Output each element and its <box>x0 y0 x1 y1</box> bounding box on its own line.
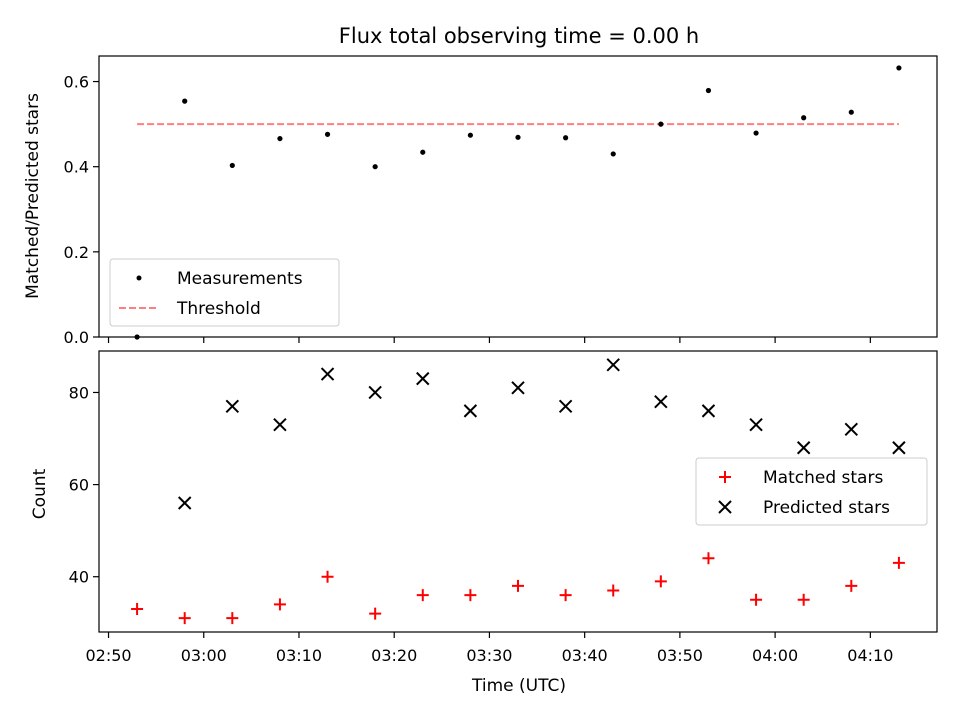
matched-star-point <box>273 598 286 611</box>
matched-star-point <box>607 584 620 597</box>
matched-star-point <box>512 579 524 592</box>
matched-star-point <box>845 579 858 592</box>
measurement-point <box>372 164 378 170</box>
matched-star-point <box>416 589 429 602</box>
predicted-star-point <box>749 417 763 432</box>
legend-measurements-marker <box>136 275 142 281</box>
bottom-x-tick-label: 02:50 <box>85 646 131 665</box>
bottom-x-tick-label: 03:20 <box>371 646 417 665</box>
bottom-legend-box <box>695 457 928 526</box>
top-plot-frame <box>98 55 938 338</box>
bottom-points-layer <box>131 358 906 625</box>
bottom-y-tick-label: 60 <box>69 476 89 495</box>
measurement-point <box>420 149 426 155</box>
top-y-axis-label: Matched/Predicted stars <box>23 93 43 299</box>
predicted-star-point <box>892 441 906 455</box>
measurement-point <box>515 134 521 140</box>
predicted-star-point <box>416 371 430 386</box>
predicted-star-point <box>654 394 668 409</box>
predicted-star-point <box>273 417 287 432</box>
bottom-x-tick-label: 03:30 <box>466 646 512 665</box>
top-x-ticks <box>107 337 871 343</box>
matched-star-point <box>750 593 763 606</box>
measurement-point <box>896 65 902 71</box>
legend-matched-label: Matched stars <box>763 468 883 488</box>
top-y-tick-label: 0.0 <box>64 328 89 347</box>
bottom-x-tick-label: 03:40 <box>562 646 608 665</box>
measurement-point <box>277 135 283 142</box>
bottom-x-tick-label: 03:50 <box>657 646 703 665</box>
bottom-y-axis-label: Count <box>30 468 50 519</box>
top-y-tick-label: 0.6 <box>64 73 89 92</box>
matched-star-point <box>559 589 572 602</box>
legend-predicted-marker <box>718 500 732 514</box>
legend-matched-marker <box>719 471 731 483</box>
bottom-y-ticks: 40 60 80 <box>69 383 99 587</box>
top-legend-box <box>109 258 340 327</box>
matched-star-point <box>131 602 144 615</box>
bottom-x-tick-label: 03:10 <box>276 646 322 665</box>
bottom-legend: Matched stars Predicted stars <box>695 457 928 526</box>
bottom-x-tick-label: 04:10 <box>847 646 893 665</box>
top-y-tick-label: 0.2 <box>64 243 89 262</box>
bottom-panel: 40 60 80 02:50 03:00 03:10 03:20 03:30 03:40 03:… <box>30 350 938 696</box>
bottom-x-ticks: 02:50 03:00 03:10 03:20 03:30 03:40 03:50 04:00… <box>85 632 893 665</box>
measurement-point <box>848 109 854 115</box>
measurement-point <box>658 121 664 127</box>
measurement-point <box>229 162 235 169</box>
matched-star-point <box>321 570 334 583</box>
legend-threshold-label: Threshold <box>176 299 261 319</box>
measurement-point <box>801 115 807 121</box>
measurement-point <box>610 151 616 157</box>
predicted-star-point <box>558 399 573 413</box>
matched-star-point <box>654 575 667 588</box>
predicted-star-point <box>606 358 620 372</box>
predicted-star-point <box>320 367 335 381</box>
matched-star-point <box>464 589 477 602</box>
predicted-star-point <box>177 496 192 510</box>
predicted-star-point <box>701 404 716 418</box>
bottom-x-axis-label: Time (UTC) <box>471 676 566 696</box>
bottom-y-tick-label: 80 <box>69 383 89 402</box>
matched-star-point <box>178 612 191 625</box>
top-y-ticks: 0.0 0.2 0.4 0.6 <box>64 73 99 347</box>
predicted-star-point <box>225 399 240 413</box>
bottom-plot-frame <box>98 350 938 633</box>
predicted-star-point <box>368 385 382 400</box>
top-panel: 0.0 0.2 0.4 0.6 Matched/Predicted stars Mea… <box>23 55 938 347</box>
top-y-tick-label: 0.4 <box>64 158 89 177</box>
top-points-layer <box>134 65 902 340</box>
predicted-star-point <box>511 381 525 395</box>
matched-star-point <box>369 607 382 620</box>
bottom-y-tick-label: 40 <box>69 568 89 587</box>
bottom-x-tick-label: 03:00 <box>181 646 227 665</box>
measurement-point <box>182 98 188 104</box>
predicted-star-point <box>796 441 811 455</box>
predicted-star-point <box>463 404 478 418</box>
measurement-point <box>753 130 759 136</box>
top-panel-title: Flux total observing time = 0.00 h <box>339 24 699 48</box>
legend-predicted-label: Predicted stars <box>763 498 890 518</box>
measurement-point <box>467 132 473 138</box>
legend-measurements-label: Measurements <box>177 269 303 289</box>
matched-star-point <box>892 556 905 569</box>
predicted-star-point <box>844 422 859 437</box>
matched-star-point <box>702 552 715 565</box>
matched-star-point <box>797 593 810 606</box>
measurement-point <box>563 135 569 141</box>
top-legend: Measurements Threshold <box>109 258 340 327</box>
bottom-x-tick-label: 04:00 <box>752 646 798 665</box>
measurement-point <box>705 87 712 94</box>
matched-star-point <box>226 612 239 625</box>
measurement-point <box>324 131 331 137</box>
